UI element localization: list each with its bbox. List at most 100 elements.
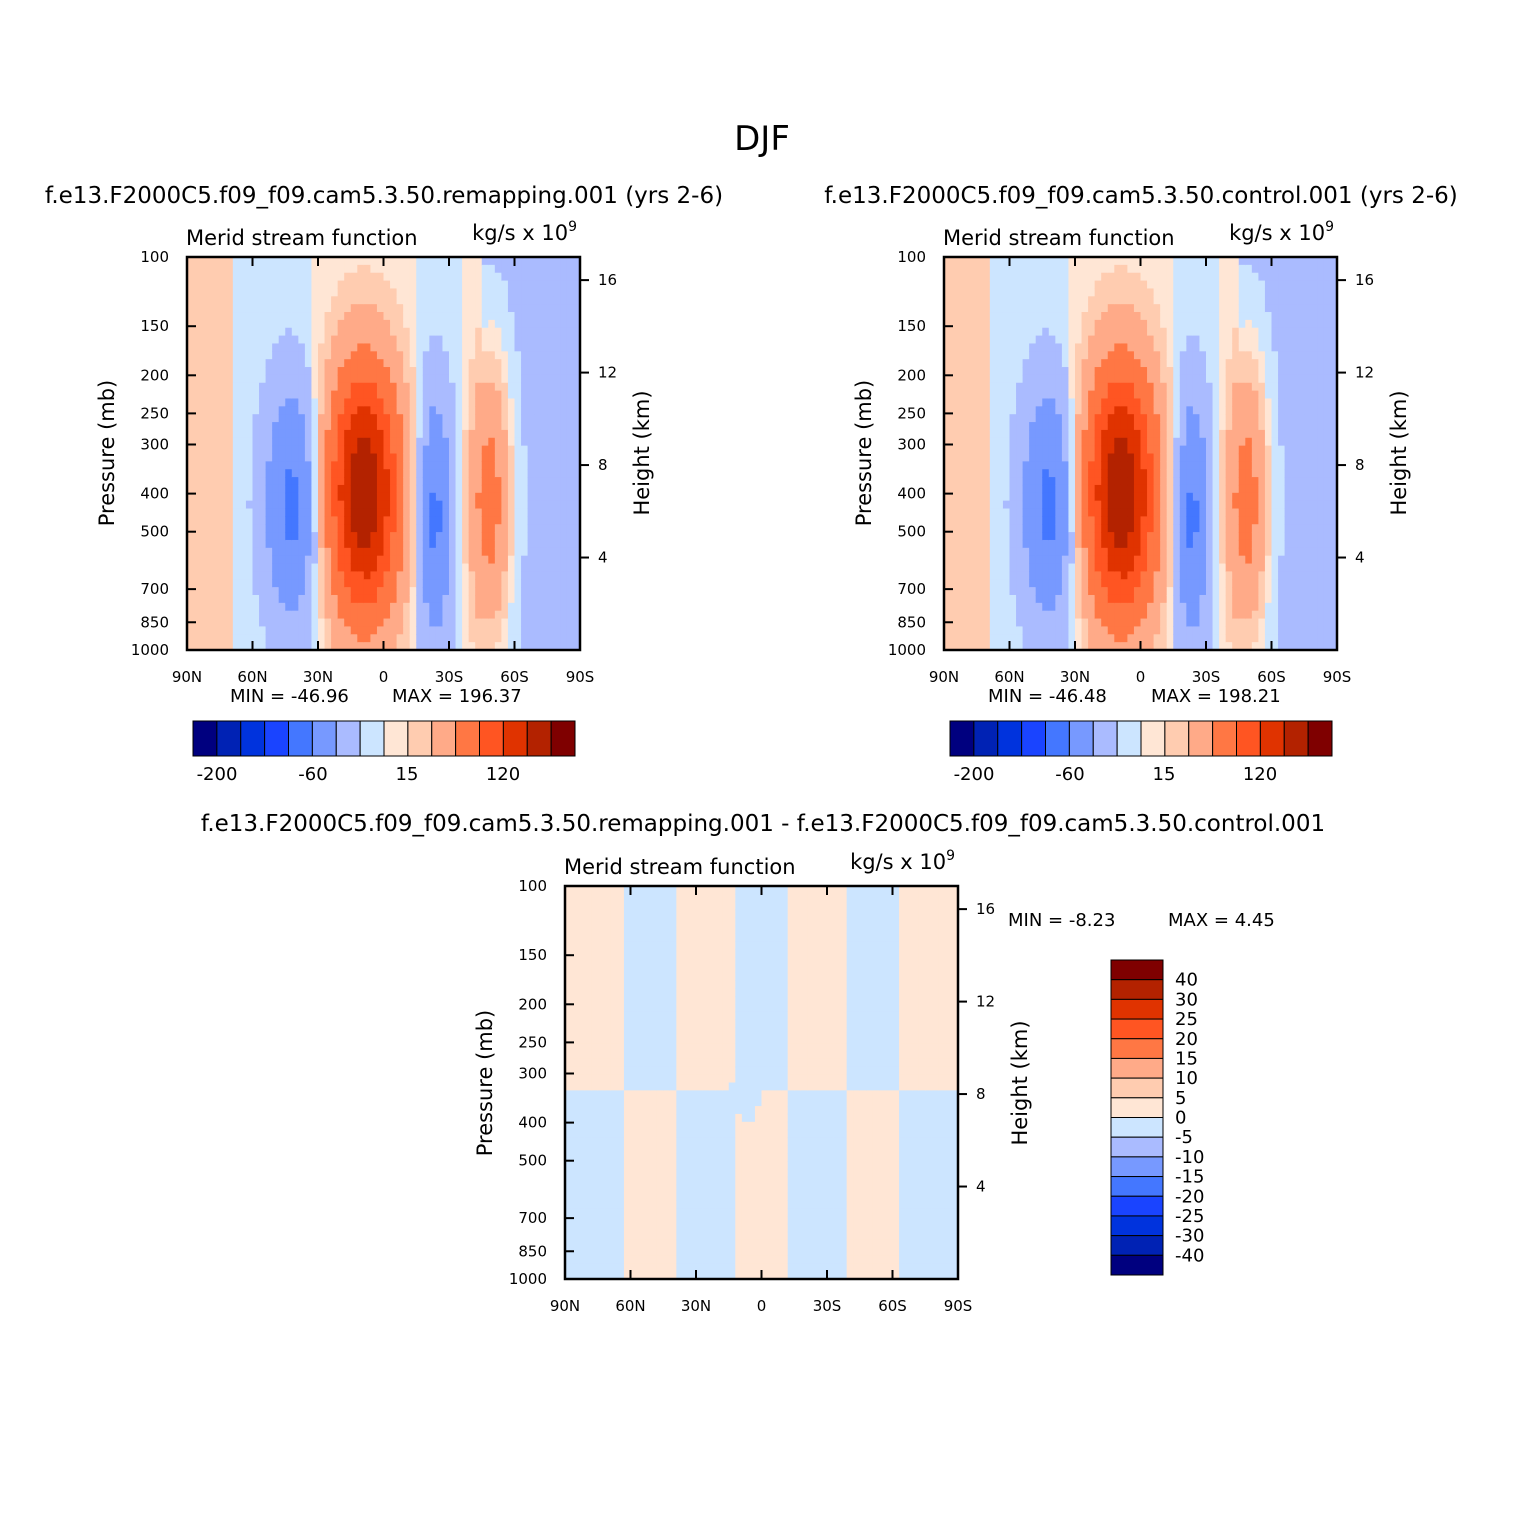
contour-cell xyxy=(507,508,516,517)
contour-cell xyxy=(272,539,280,549)
contour-cell xyxy=(501,382,509,392)
contour-cell xyxy=(1160,602,1168,612)
contour-cell xyxy=(1088,477,1096,486)
contour-cell xyxy=(219,280,227,290)
contour-cell xyxy=(429,382,437,392)
contour-cell xyxy=(1035,539,1043,549)
contour-cell xyxy=(1160,610,1168,620)
contour-cell xyxy=(1042,508,1050,517)
contour-cell xyxy=(1094,610,1102,620)
contour-cell xyxy=(527,335,535,345)
contour-cell xyxy=(1016,516,1024,525)
contour-cell xyxy=(304,563,313,572)
contour-cell xyxy=(226,343,234,352)
contour-cell xyxy=(226,555,234,565)
contour-cell xyxy=(1009,445,1017,455)
contour-cell xyxy=(370,469,378,478)
contour-cell xyxy=(540,634,548,643)
contour-cell xyxy=(252,532,260,541)
contour-cell xyxy=(1120,500,1128,510)
contour-cell xyxy=(1179,398,1187,407)
x-tick-label: 90S xyxy=(566,668,595,686)
contour-cell xyxy=(983,539,991,549)
contour-cell xyxy=(318,579,326,588)
contour-cell xyxy=(422,382,430,392)
contour-cell xyxy=(226,579,234,588)
contour-cell xyxy=(1107,272,1115,282)
contour-cell xyxy=(494,374,502,384)
contour-cell xyxy=(1088,288,1096,297)
contour-cell xyxy=(396,461,404,470)
contour-cell xyxy=(318,374,326,384)
contour-cell xyxy=(514,437,522,447)
contour-cell xyxy=(488,335,496,345)
contour-cell xyxy=(350,429,358,439)
contour-cell xyxy=(187,469,195,478)
contour-cell xyxy=(1029,296,1037,305)
contour-cell xyxy=(344,272,352,282)
y-tick-label: 500 xyxy=(140,523,169,541)
contour-cell xyxy=(560,634,568,643)
contour-cell xyxy=(573,351,581,360)
contour-cell xyxy=(259,508,267,517)
contour-cell xyxy=(1035,406,1043,415)
contour-cell xyxy=(1055,335,1063,345)
contour-cell xyxy=(344,594,352,604)
contour-cell xyxy=(422,312,430,321)
contour-cell xyxy=(187,492,195,502)
contour-cell xyxy=(363,634,371,643)
contour-cell xyxy=(331,437,339,447)
contour-cell xyxy=(1048,374,1056,384)
contour-cell xyxy=(1016,406,1024,415)
contour-cell xyxy=(468,335,476,345)
contour-cell xyxy=(291,272,299,282)
contour-cell xyxy=(226,429,234,439)
contour-cell xyxy=(1061,429,1070,439)
contour-cell xyxy=(311,445,319,455)
contour-cell xyxy=(259,602,267,612)
contour-cell xyxy=(390,500,398,510)
contour-cell xyxy=(376,264,385,274)
contour-cell xyxy=(416,492,424,502)
contour-cell xyxy=(534,304,542,313)
contour-cell xyxy=(989,422,997,431)
contour-cell xyxy=(963,414,971,423)
contour-cell xyxy=(403,288,411,297)
contour-cell xyxy=(376,618,385,628)
contour-cell xyxy=(1048,390,1056,400)
contour-cell xyxy=(265,579,273,588)
contour-cell xyxy=(534,390,542,400)
contour-cell xyxy=(331,508,339,517)
contour-cell xyxy=(553,594,561,604)
contour-cell xyxy=(944,563,952,572)
contour-cell xyxy=(1166,272,1174,282)
contour-cell xyxy=(239,429,247,439)
contour-cell xyxy=(560,469,568,478)
contour-cell xyxy=(527,555,535,565)
contour-cell xyxy=(219,390,227,400)
contour-cell xyxy=(547,477,555,486)
contour-cell xyxy=(376,319,385,329)
contour-cell xyxy=(1055,296,1063,305)
contour-cell xyxy=(429,610,437,620)
contour-cell xyxy=(468,304,476,313)
contour-cell xyxy=(950,571,958,580)
contour-cell xyxy=(239,602,247,612)
contour-cell xyxy=(455,524,463,533)
contour-cell xyxy=(1153,264,1161,274)
contour-cell xyxy=(206,351,214,360)
contour-cell xyxy=(996,343,1004,352)
contour-cell xyxy=(1061,610,1070,620)
contour-cell xyxy=(1186,477,1194,486)
contour-cell xyxy=(259,335,267,345)
contour-cell xyxy=(344,367,352,376)
min-label: MIN = -46.96 xyxy=(230,686,349,707)
contour-cell xyxy=(1029,524,1037,533)
contour-cell xyxy=(298,500,306,510)
contour-cell xyxy=(331,359,339,368)
contour-cell xyxy=(983,312,991,321)
contour-cell xyxy=(363,382,371,392)
contour-cell xyxy=(1022,257,1030,266)
contour-cell xyxy=(1160,280,1168,290)
contour-cell xyxy=(357,563,365,572)
